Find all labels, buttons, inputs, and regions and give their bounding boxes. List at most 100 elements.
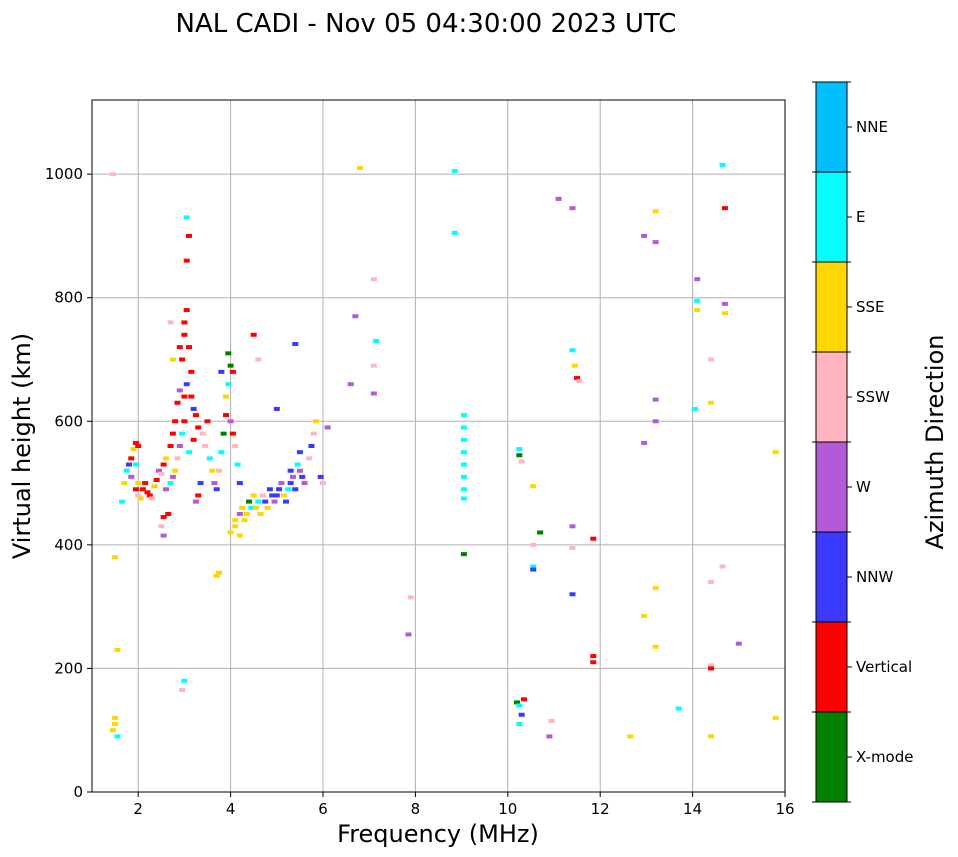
data-point — [273, 493, 280, 498]
data-point — [216, 570, 223, 575]
data-point — [555, 196, 562, 201]
data-point — [167, 444, 174, 448]
data-point — [721, 301, 728, 306]
data-point — [125, 462, 132, 467]
data-point — [530, 564, 537, 569]
data-point — [183, 308, 190, 313]
data-point — [209, 468, 216, 473]
data-point — [135, 481, 142, 486]
x-tick-label: 10 — [498, 800, 517, 818]
chart-title: NAL CADI - Nov 05 04:30:00 2023 UTC — [176, 9, 677, 39]
data-point — [206, 456, 213, 461]
data-point — [259, 493, 266, 498]
colorbar-tick-label: W — [856, 478, 871, 496]
data-point — [708, 357, 715, 362]
colorbar-segment — [816, 622, 847, 712]
data-point — [514, 700, 521, 705]
data-point — [370, 277, 377, 282]
plot-frame — [92, 100, 785, 792]
data-point — [370, 363, 377, 368]
data-point — [236, 481, 243, 486]
data-point — [460, 462, 467, 467]
data-point — [183, 215, 190, 220]
data-point — [218, 450, 225, 455]
data-point — [222, 394, 229, 399]
colorbar-segment — [816, 532, 847, 622]
colorbar-tick-label: X-mode — [856, 748, 913, 766]
data-point — [112, 555, 119, 560]
data-point — [160, 515, 167, 520]
data-point — [694, 277, 701, 282]
data-point — [299, 474, 306, 479]
data-point — [236, 511, 243, 516]
x-axis-label: Frequency (MHz) — [337, 820, 539, 848]
data-point — [195, 493, 202, 498]
data-point — [174, 400, 181, 405]
data-point — [317, 474, 324, 479]
colorbar-tick-label: NNE — [856, 118, 888, 136]
data-point — [181, 419, 188, 424]
data-point — [271, 499, 278, 504]
data-point — [179, 688, 186, 693]
data-point — [146, 493, 153, 498]
data-point — [520, 697, 527, 702]
data-point — [516, 722, 523, 727]
data-point — [229, 431, 236, 436]
data-point — [590, 654, 597, 659]
data-point — [169, 431, 176, 436]
data-point — [213, 487, 220, 492]
colorbar-tick-label: Vertical — [856, 658, 912, 676]
colorbar-segment — [816, 442, 847, 532]
data-point — [232, 524, 239, 529]
data-point — [172, 468, 179, 473]
data-point — [262, 499, 269, 504]
data-point — [719, 162, 726, 167]
data-point — [296, 468, 303, 473]
data-point — [181, 332, 188, 337]
colorbar-tick-label: SSW — [856, 388, 890, 406]
data-point — [176, 444, 183, 448]
data-point — [232, 444, 239, 448]
data-point — [114, 734, 121, 739]
data-point — [153, 477, 160, 482]
data-point — [112, 722, 119, 727]
data-point — [167, 320, 174, 325]
data-point — [186, 450, 193, 455]
data-point — [460, 450, 467, 455]
x-tick-label: 4 — [226, 800, 236, 818]
data-point — [652, 209, 659, 214]
colorbar-segment — [816, 82, 847, 172]
data-point — [708, 579, 715, 584]
data-point — [160, 462, 167, 467]
data-point — [162, 487, 169, 492]
colorbar-segment — [816, 352, 847, 442]
data-point — [139, 487, 146, 492]
data-point — [239, 505, 246, 510]
data-point — [518, 459, 525, 464]
data-point — [460, 437, 467, 442]
x-tick-label: 2 — [133, 800, 143, 818]
data-point — [109, 728, 116, 733]
data-point — [179, 357, 186, 362]
data-point — [287, 481, 294, 486]
data-point — [460, 496, 467, 501]
data-point — [301, 481, 308, 486]
data-point — [213, 573, 220, 578]
data-point — [675, 706, 682, 711]
data-point — [356, 165, 363, 170]
data-point — [176, 388, 183, 393]
colorbar-segment — [816, 172, 847, 262]
data-point — [220, 431, 227, 436]
data-point — [123, 468, 130, 473]
data-point — [190, 437, 197, 442]
data-point — [241, 518, 248, 523]
x-tick-label: 16 — [775, 800, 794, 818]
data-point — [405, 632, 412, 637]
data-point — [144, 490, 151, 495]
y-axis-ticks: 0 200 400 600 800 1000 — [45, 165, 92, 801]
data-point — [569, 206, 576, 211]
data-point — [169, 357, 176, 362]
data-point — [149, 496, 156, 501]
data-point — [257, 511, 264, 516]
